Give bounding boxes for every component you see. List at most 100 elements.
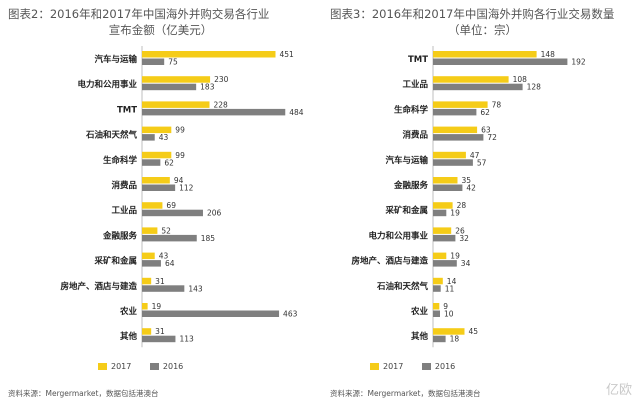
chart-legend: 2017 2016 — [98, 362, 199, 371]
chart-title-line2: 宣布金额（亿美元） — [108, 23, 213, 37]
category-label: 其他 — [411, 331, 429, 342]
legend-item-2016: 2016 — [149, 362, 184, 371]
category-label: 汽车与运输 — [94, 54, 137, 65]
data-label-2016: 112 — [179, 184, 194, 193]
data-label-2016: 11 — [445, 284, 455, 293]
source-note: 资料来源：Mergermarket，数据包括港澳台 — [330, 389, 481, 398]
data-label-2016: 57 — [477, 158, 487, 167]
data-label-2016: 42 — [466, 184, 476, 193]
category-label: 工业品 — [402, 79, 428, 90]
chart-title: 图表2：2016年和2017年中国海外并购交易各行业 宣布金额（亿美元） — [8, 6, 313, 38]
bar-2016 — [142, 209, 203, 217]
chart-legend: 2017 2016 — [370, 362, 471, 371]
chart-title-line1: 图表2：2016年和2017年中国海外并购交易各行业 — [8, 7, 270, 21]
data-label-2016: 192 — [571, 58, 586, 67]
data-label-2016: 75 — [168, 58, 178, 67]
bar-2016 — [142, 58, 165, 65]
category-label: 石油和天然气 — [376, 281, 429, 292]
data-label-2017: 47 — [470, 151, 480, 160]
data-label-2016: 32 — [459, 234, 469, 243]
bar-2017 — [433, 277, 443, 285]
category-label: 房地产、酒店与建造 — [351, 256, 428, 267]
data-label-2016: 62 — [480, 108, 490, 117]
bar-2017 — [142, 51, 276, 58]
data-label-2017: 19 — [450, 252, 460, 261]
bar-2017 — [433, 76, 509, 83]
data-label-2017: 31 — [155, 277, 165, 286]
data-label-2016: 143 — [188, 284, 203, 293]
data-label-2017: 228 — [213, 100, 228, 109]
data-label-2017: 14 — [447, 277, 457, 286]
data-label-2017: 43 — [159, 252, 169, 261]
data-label-2016: 183 — [200, 83, 215, 92]
legend-item-2017: 2017 — [98, 362, 131, 371]
data-label-2017: 451 — [279, 50, 294, 59]
bar-2017 — [433, 328, 465, 335]
bar-2016 — [142, 234, 197, 242]
bar-2017 — [142, 151, 172, 159]
data-label-2017: 52 — [161, 226, 171, 235]
data-label-2017: 99 — [175, 151, 185, 160]
data-label-2016: 10 — [444, 310, 454, 319]
category-label: 其他 — [120, 331, 138, 342]
bar-2016 — [142, 134, 155, 141]
bar-2017 — [142, 227, 158, 234]
chart-title: 图表3：2016年和2017年中国海外并购各行业交易数量 （单位：宗） — [330, 6, 635, 38]
data-label-2017: 45 — [469, 327, 479, 336]
bar-2017 — [433, 101, 488, 108]
bar-2016 — [433, 134, 484, 141]
data-label-2016: 34 — [461, 259, 471, 268]
data-label-2016: 463 — [283, 310, 298, 319]
legend-item-2016: 2016 — [421, 362, 456, 371]
legend-label-2016: 2016 — [162, 362, 184, 371]
bar-2016 — [433, 335, 446, 343]
bar-2016 — [433, 58, 568, 65]
category-label: TMT — [408, 55, 428, 65]
bar-2016 — [142, 260, 161, 267]
bar-2016 — [142, 159, 161, 166]
chart-panel-amount: 图表2：2016年和2017年中国海外并购交易各行业 宣布金额（亿美元） 汽车与… — [8, 6, 313, 398]
data-label-2017: 230 — [214, 75, 229, 84]
data-label-2017: 19 — [152, 302, 162, 311]
bar-2017 — [142, 76, 211, 83]
bar-2017 — [142, 202, 163, 209]
category-label: 消费品 — [402, 130, 428, 141]
chart-title-line1: 图表3：2016年和2017年中国海外并购各行业交易数量 — [330, 7, 615, 21]
bar-2017 — [433, 303, 440, 310]
bar-2016 — [433, 310, 440, 317]
bar-2017 — [142, 126, 172, 134]
bar-2016 — [433, 260, 457, 267]
data-label-2017: 28 — [457, 201, 467, 210]
bar-2017 — [433, 151, 466, 159]
category-label: 生命科学 — [103, 155, 138, 166]
chart-title-line2: （单位：宗） — [448, 23, 517, 37]
category-label: TMT — [117, 105, 137, 115]
bar-2017 — [433, 51, 537, 58]
data-label-2017: 63 — [481, 126, 491, 135]
bar-2017 — [142, 277, 152, 285]
bar-2017 — [433, 227, 452, 234]
data-label-2017: 148 — [541, 50, 556, 59]
data-label-2016: 484 — [289, 108, 304, 117]
category-label: 农业 — [410, 306, 429, 317]
category-label: 采矿和金属 — [93, 256, 137, 267]
data-label-2016: 206 — [207, 209, 222, 218]
category-label: 房地产、酒店与建造 — [60, 281, 137, 292]
bar-2017 — [142, 177, 170, 184]
bar-2017 — [142, 328, 152, 335]
data-label-2016: 19 — [450, 209, 460, 218]
data-label-2017: 94 — [174, 176, 184, 185]
bar-2016 — [433, 159, 473, 166]
chart-panel-count: 图表3：2016年和2017年中国海外并购各行业交易数量 （单位：宗） TMT 1… — [320, 0, 640, 402]
bar-2017 — [433, 126, 478, 134]
bar-2016 — [142, 108, 286, 116]
data-label-2017: 108 — [513, 75, 528, 84]
legend-label-2016: 2016 — [434, 362, 456, 371]
category-label: 金融服务 — [102, 230, 138, 241]
bar-2016 — [142, 285, 185, 292]
legend-item-2017: 2017 — [370, 362, 403, 371]
bar-2016 — [433, 83, 523, 91]
bar-2016 — [142, 310, 280, 317]
